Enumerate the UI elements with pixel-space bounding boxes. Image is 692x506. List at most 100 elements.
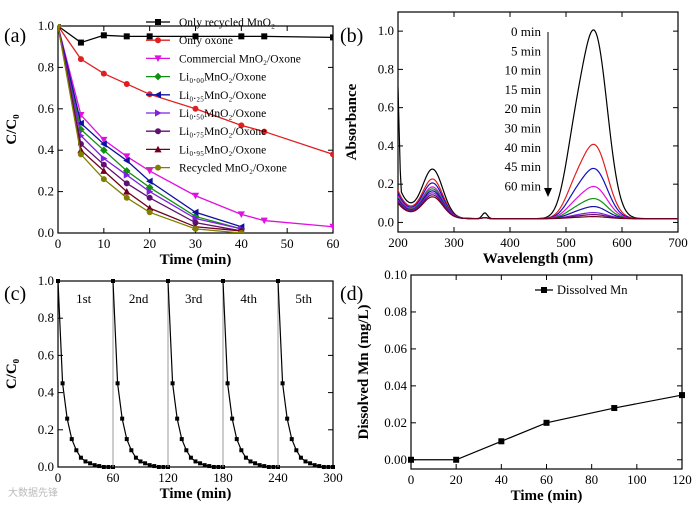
cycle-4: 4th: [221, 279, 280, 469]
y-tick-label: 0.4: [38, 385, 55, 400]
x-tick-label: 180: [213, 470, 233, 485]
legend-marker: [155, 128, 161, 135]
data-point: [77, 151, 84, 158]
data-point: [611, 405, 618, 412]
data-point: [156, 465, 161, 469]
time-label: 5 min: [511, 43, 541, 58]
data-point: [100, 161, 107, 168]
data-point: [100, 167, 108, 174]
data-point: [237, 211, 245, 218]
y-tick-label: 0.2: [38, 422, 54, 437]
data-point: [303, 459, 308, 464]
time-label: 60 min: [505, 178, 542, 193]
x-tick-label: 20: [143, 236, 156, 251]
y-tick-label: 0.8: [378, 61, 394, 76]
y-tick-label: 0.00: [384, 452, 407, 467]
y-axis-title: C/C₀: [4, 358, 20, 389]
data-point: [77, 39, 84, 46]
y-axis-title: C/C₀: [4, 114, 20, 145]
time-arrow-head: [544, 188, 552, 197]
cycle-label: 5th: [295, 291, 312, 306]
y-tick-label: 0.2: [378, 176, 394, 191]
data-point: [77, 146, 85, 154]
data-point: [83, 459, 88, 464]
panel-label: (b): [340, 25, 363, 47]
y-tick-label: 0.06: [384, 341, 407, 356]
data-point: [239, 448, 244, 453]
legend-marker: [155, 109, 162, 117]
data-point: [184, 448, 189, 453]
data-point: [146, 33, 153, 40]
data-point: [166, 279, 170, 283]
time-label: 0 min: [511, 24, 541, 39]
x-tick-label: 600: [612, 235, 632, 250]
y-tick-label: 1.0: [38, 273, 54, 288]
data-point: [312, 463, 317, 468]
legend-marker: [155, 164, 161, 171]
x-tick-label: 0: [55, 236, 62, 251]
data-point: [143, 461, 148, 466]
series-line: [411, 394, 683, 461]
panel-label: (c): [4, 283, 26, 305]
data-point: [298, 455, 303, 460]
data-point: [198, 461, 203, 466]
x-tick-label: 400: [500, 235, 520, 250]
data-point: [138, 459, 143, 464]
x-axis-title: Time (min): [160, 252, 232, 268]
legend-marker: [154, 55, 162, 62]
legend-marker: [155, 37, 161, 44]
data-point: [326, 465, 331, 469]
data-point: [188, 455, 193, 460]
time-label: 30 min: [505, 121, 542, 136]
y-axis-title: Absorbance: [344, 83, 360, 160]
time-label: 20 min: [505, 101, 542, 116]
plot-frame: [410, 274, 683, 470]
y-tick-label: 0.8: [38, 310, 54, 325]
data-point: [100, 146, 108, 154]
data-point: [191, 192, 200, 200]
data-point: [100, 176, 107, 183]
y-tick-label: 0.6: [378, 100, 395, 115]
y-axis-title: Dissolved Mn (mg/L): [356, 304, 372, 439]
data-point: [276, 279, 280, 283]
time-label: 40 min: [505, 140, 542, 155]
y-tick-label: 0.0: [378, 214, 394, 229]
data-point: [262, 464, 267, 469]
cycle-3: 3rd: [166, 279, 225, 469]
legend-label: Commercial MnO₂/Oxone: [179, 53, 301, 65]
y-tick-label: 0.4: [38, 142, 55, 157]
cycle-line: [112, 280, 168, 468]
x-tick-label: 60: [107, 470, 120, 485]
cycle-5: 5th: [276, 279, 335, 469]
y-tick-label: 0.04: [384, 378, 407, 393]
data-point: [77, 119, 84, 127]
data-point: [260, 217, 268, 225]
x-tick-label: 50: [281, 236, 294, 251]
x-tick-label: 700: [668, 235, 688, 250]
y-tick-label: 0.6: [38, 101, 55, 116]
legend-marker: [154, 72, 162, 81]
x-tick-label: 30: [189, 236, 202, 251]
data-point: [453, 456, 460, 463]
legend-label: Dissolved Mn: [557, 283, 628, 297]
legend-label: Li₀.₇₅MnO₂/Oxone: [179, 126, 266, 138]
x-tick-label: 300: [444, 235, 464, 250]
data-point: [100, 154, 108, 163]
legend-label: Only recycled MnO₂: [179, 17, 275, 29]
data-point: [330, 151, 333, 158]
panel-d: 0 20 40 60 80 100 120 0.00 0.02 0.04 0.06 0.08 0.10 T…: [340, 267, 692, 504]
x-tick-label: 60: [327, 236, 340, 251]
legend-label: Li₀.₉₅MnO₂/Oxone: [179, 144, 266, 156]
panel-c: 0 60 120 180 240 300 0.0 0.2 0.4 0.6 0.8 1.0 Time (m…: [4, 273, 343, 502]
y-tick-label: 0.10: [384, 267, 407, 282]
cycle-label: 1st: [76, 291, 92, 306]
data-point: [192, 225, 199, 232]
data-point: [120, 416, 125, 421]
legend: Dissolved Mn: [535, 283, 628, 297]
cycle-line: [277, 280, 333, 468]
plot-frame: [397, 11, 679, 233]
y-tick-label: 0.8: [38, 59, 54, 74]
time-label: 45 min: [505, 159, 542, 174]
data-point: [123, 153, 131, 161]
data-point: [133, 455, 138, 460]
